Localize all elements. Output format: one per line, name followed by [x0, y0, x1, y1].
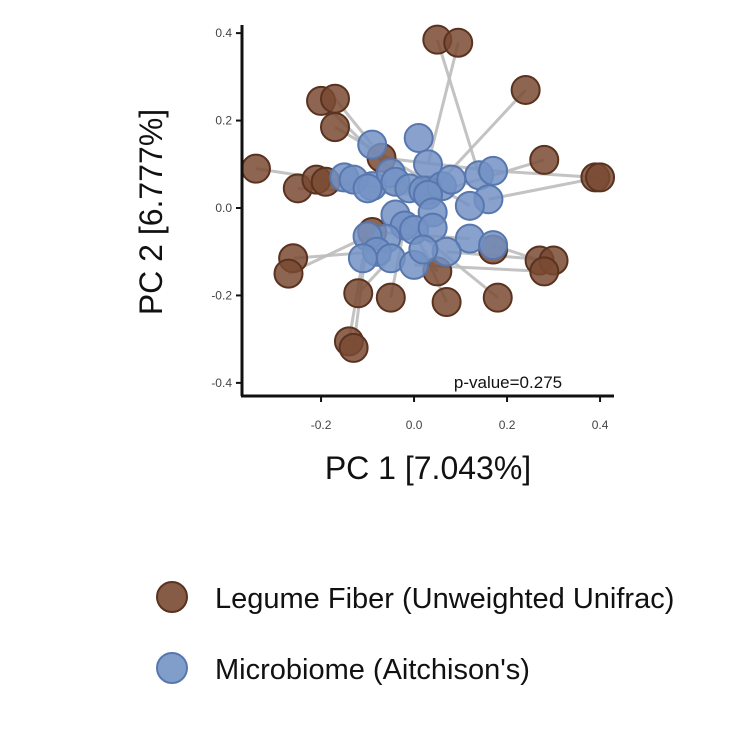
point-legume-fiber	[510, 74, 541, 105]
p-value-annotation: p-value=0.275	[454, 373, 562, 392]
point-legume-fiber	[343, 278, 374, 309]
point-microbiome	[403, 123, 434, 154]
legend-label-legume-fiber: Legume Fiber (Unweighted Unifrac)	[215, 583, 674, 615]
x-tick-label: 0.4	[592, 418, 609, 432]
pair-connector	[435, 39, 481, 176]
point-legume-fiber	[529, 144, 560, 175]
point-microbiome	[357, 129, 388, 160]
y-tick-label: -0.4	[211, 376, 232, 390]
point-legume-fiber	[320, 83, 350, 114]
point-legume-fiber	[338, 332, 369, 363]
point-legume-fiber	[431, 287, 462, 317]
legend-marker-legume-fiber	[156, 581, 188, 613]
data-points	[240, 24, 616, 363]
point-microbiome	[352, 173, 383, 204]
legend-marker-microbiome	[156, 652, 188, 684]
y-tick-label: 0.0	[215, 201, 232, 215]
y-axis-ticks: -0.4 -0.2 0.0 0.2 0.4	[211, 26, 242, 390]
point-microbiome	[478, 230, 509, 261]
x-axis-title: PC 1 [7.043%]	[325, 450, 531, 486]
x-axis-ticks: -0.2 0.0 0.2 0.4	[311, 396, 609, 432]
point-microbiome	[478, 155, 509, 186]
y-tick-label: 0.2	[215, 114, 232, 128]
legend: Legume Fiber (Unweighted Unifrac) Microb…	[156, 581, 674, 686]
legend-label-microbiome: Microbiome (Aitchison's)	[215, 654, 530, 686]
x-tick-label: 0.2	[499, 418, 516, 432]
point-legume-fiber	[482, 282, 513, 313]
point-microbiome	[454, 190, 485, 221]
y-tick-label: -0.2	[211, 288, 232, 302]
y-axis-title: PC 2 [6.777%]	[133, 109, 169, 315]
point-legume-fiber	[585, 162, 616, 193]
point-microbiome	[347, 243, 378, 274]
point-microbiome	[408, 234, 439, 265]
point-legume-fiber	[273, 258, 304, 289]
y-tick-label: 0.4	[215, 26, 232, 40]
x-tick-label: 0.0	[406, 418, 423, 432]
point-legume-fiber	[375, 282, 406, 313]
pair-connector	[426, 42, 460, 165]
point-legume-fiber	[443, 27, 474, 58]
point-legume-fiber	[240, 153, 271, 184]
point-legume-fiber	[529, 256, 560, 287]
x-tick-label: -0.2	[311, 418, 332, 432]
point-legume-fiber	[320, 112, 350, 143]
